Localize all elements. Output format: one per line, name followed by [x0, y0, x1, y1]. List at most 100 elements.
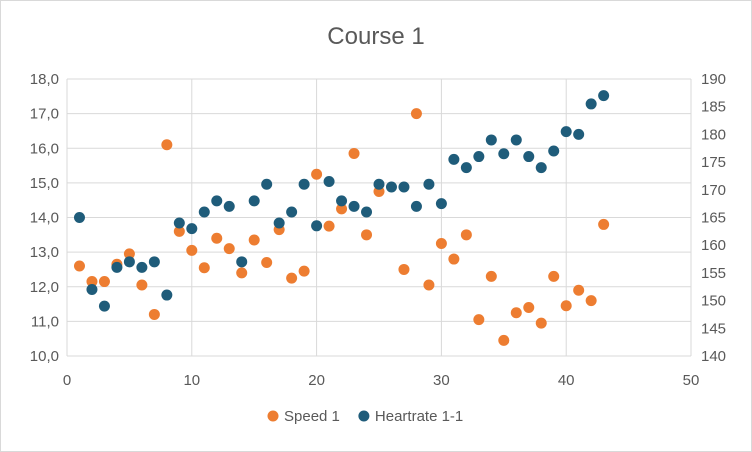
- speed-point: [261, 257, 273, 269]
- heartrate-point: [410, 200, 422, 212]
- y2-tick-label: 165: [701, 210, 726, 227]
- heartrate-point: [485, 134, 497, 146]
- heartrate-point: [261, 178, 273, 190]
- speed-point: [398, 263, 410, 275]
- heartrate-point: [248, 195, 260, 207]
- speed-point: [211, 232, 223, 244]
- heartrate-point: [198, 206, 210, 218]
- heartrate-point: [136, 261, 148, 273]
- heartrate-point: [573, 128, 585, 140]
- heartrate-point: [523, 151, 535, 163]
- heartrate-point: [273, 217, 285, 229]
- speed-point: [410, 108, 422, 120]
- y2-tick-label: 150: [701, 293, 726, 310]
- speed-point: [161, 139, 173, 151]
- y-tick-label: 10,0: [30, 348, 59, 365]
- y-tick-label: 14,0: [30, 210, 59, 227]
- speed-point: [560, 300, 572, 312]
- heartrate-point: [148, 256, 160, 268]
- heartrate-point: [510, 134, 522, 146]
- x-tick-label: 30: [433, 372, 450, 389]
- heartrate-point: [398, 181, 410, 193]
- heartrate-point: [211, 195, 223, 207]
- y2-tick-label: 190: [701, 71, 726, 88]
- legend-label: Speed 1: [284, 408, 340, 425]
- heartrate-point: [186, 223, 198, 235]
- speed-point: [86, 276, 98, 288]
- legend-marker: [358, 410, 370, 422]
- x-tick-label: 0: [63, 372, 71, 389]
- y-tick-label: 13,0: [30, 244, 59, 261]
- speed-point: [361, 229, 373, 241]
- heartrate-point: [98, 300, 110, 312]
- x-tick-label: 10: [183, 372, 200, 389]
- legend-marker: [267, 410, 279, 422]
- y-tick-label: 16,0: [30, 140, 59, 157]
- y2-tick-label: 160: [701, 237, 726, 254]
- heartrate-point: [161, 289, 173, 301]
- speed-point: [435, 237, 447, 249]
- speed-point: [473, 314, 485, 326]
- heartrate-point: [535, 162, 547, 174]
- speed-point: [336, 203, 348, 215]
- speed-point: [323, 220, 335, 232]
- y2-tick-label: 180: [701, 126, 726, 143]
- chart-title: Course 1: [327, 23, 424, 50]
- speed-point: [223, 243, 235, 255]
- heartrate-point: [111, 261, 123, 273]
- heartrate-point: [598, 90, 610, 102]
- speed-point: [148, 308, 160, 320]
- heartrate-point: [336, 195, 348, 207]
- heartrate-point: [286, 206, 298, 218]
- speed-point: [348, 147, 360, 159]
- x-tick-label: 50: [683, 372, 700, 389]
- legend: Speed 1 Heartrate 1-1: [267, 408, 463, 425]
- heartrate-point: [560, 126, 572, 138]
- speed-point: [423, 279, 435, 291]
- y2-tick-label: 175: [701, 154, 726, 171]
- heartrate-point: [173, 217, 185, 229]
- x-tick-label: 40: [558, 372, 575, 389]
- heartrate-point: [298, 178, 310, 190]
- heartrate-point: [448, 153, 460, 165]
- speed-point: [73, 260, 85, 272]
- y-tick-label: 15,0: [30, 175, 59, 192]
- heartrate-point: [236, 256, 248, 268]
- heartrate-point: [123, 256, 135, 268]
- legend-label: Heartrate 1-1: [375, 408, 463, 425]
- speed-point: [173, 225, 185, 237]
- speed-point: [573, 284, 585, 296]
- speed-point: [598, 218, 610, 230]
- speed-point: [548, 270, 560, 282]
- y2-tick-label: 185: [701, 99, 726, 116]
- speed-point: [198, 262, 210, 274]
- heartrate-point: [460, 162, 472, 174]
- heartrate-point: [473, 151, 485, 163]
- heartrate-point: [548, 145, 560, 157]
- heartrate-point: [498, 148, 510, 160]
- y-tick-label: 11,0: [31, 313, 59, 330]
- speed-point: [485, 270, 497, 282]
- speed-point: [498, 334, 510, 346]
- speed-point: [98, 276, 110, 288]
- speed-point: [311, 168, 323, 180]
- heartrate-point: [323, 175, 335, 187]
- speed-point: [123, 248, 135, 260]
- speed-point: [236, 267, 248, 279]
- speed-point: [585, 295, 597, 307]
- speed-point: [298, 265, 310, 277]
- heartrate-point: [73, 212, 85, 223]
- heartrate-point: [435, 198, 447, 210]
- y2-tick-label: 140: [701, 348, 726, 365]
- axis-tick-labels: 10,0 11,0 12,0 13,0 14,0 15,0 16,0 17,0 18,0 0 10 2…: [30, 71, 726, 389]
- heartrate-point: [223, 200, 235, 212]
- speed-point: [136, 279, 148, 291]
- speed-point: [523, 302, 535, 314]
- speed-point: [186, 244, 198, 256]
- heartrate-point: [585, 98, 597, 110]
- data-points: [73, 90, 610, 346]
- gridlines: [66, 78, 692, 357]
- y2-tick-label: 170: [701, 182, 726, 199]
